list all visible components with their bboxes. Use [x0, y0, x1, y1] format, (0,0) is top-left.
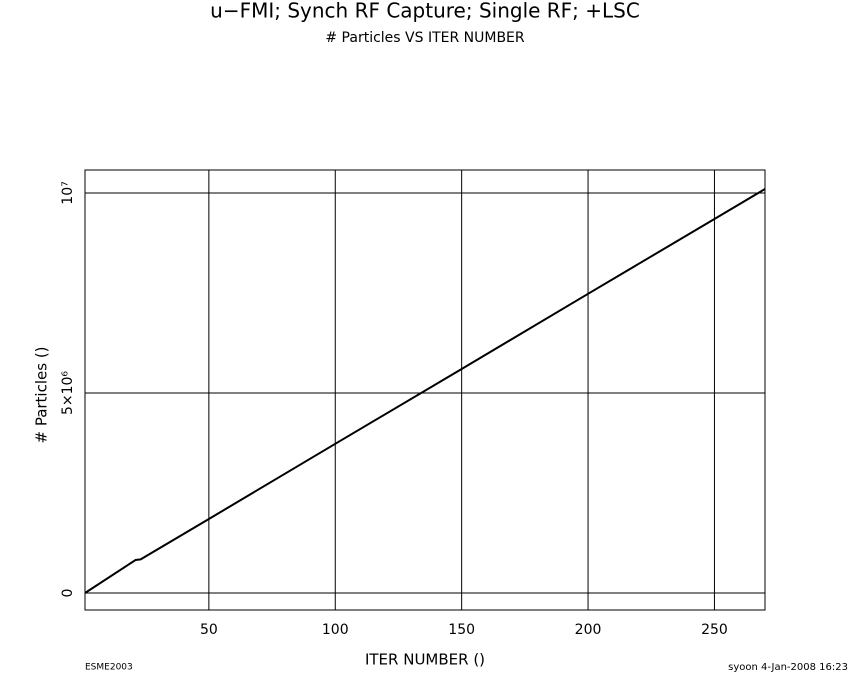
plot-frame	[84, 169, 766, 611]
x-axis-label: ITER NUMBER ()	[365, 651, 485, 669]
y-tick-label: 0	[60, 589, 76, 598]
y-tick-label: 10⁷	[60, 181, 76, 204]
chart-subtitle: # Particles VS ITER NUMBER	[325, 30, 525, 46]
footer-left: ESME2003	[85, 663, 133, 673]
x-tick-label: 250	[701, 622, 728, 638]
x-tick-label: 50	[200, 622, 218, 638]
chart-title: u−FMI; Synch RF Capture; Single RF; +LSC	[210, 0, 640, 23]
y-tick-label: 5×10⁶	[60, 371, 76, 415]
y-axis-label: # Particles ()	[33, 346, 51, 443]
x-tick-label: 200	[575, 622, 602, 638]
x-tick-label: 100	[322, 622, 349, 638]
data-line	[84, 188, 766, 594]
x-tick-label: 150	[448, 622, 475, 638]
footer-right: syoon 4-Jan-2008 16:23	[728, 662, 848, 673]
